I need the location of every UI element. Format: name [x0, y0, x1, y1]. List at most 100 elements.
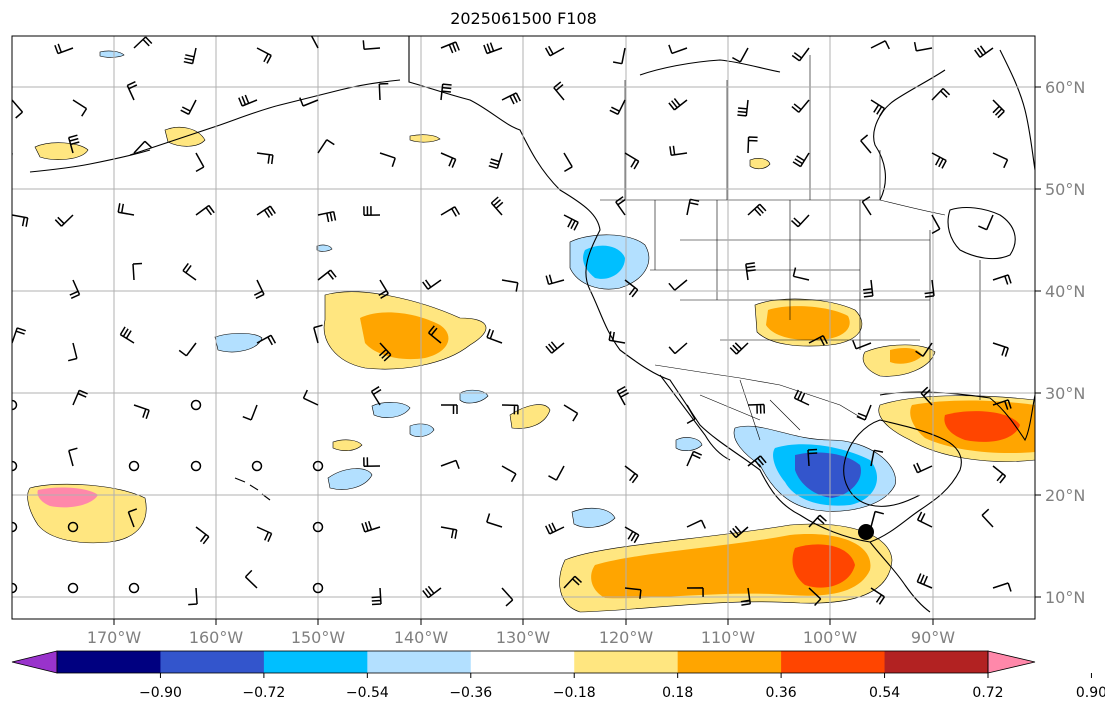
positive-anomaly-region [944, 411, 1020, 442]
wind-barb [422, 585, 442, 599]
shaded-anomaly-field [27, 50, 1035, 613]
wind-barb [916, 511, 933, 528]
wind-barb [188, 587, 198, 606]
wind-barb [363, 457, 381, 468]
gulf-coastline [843, 419, 946, 507]
wind-barb [178, 342, 197, 357]
wind-barb [133, 36, 153, 49]
wind-barb [913, 462, 933, 474]
wind-barb [117, 203, 135, 216]
colorbar-tick-label: 0.18 [662, 685, 693, 701]
negative-anomaly-region [371, 402, 411, 418]
arctic-coastline [639, 59, 781, 76]
wind-barb [686, 450, 703, 467]
wind-barb [242, 404, 258, 421]
wind-barb [378, 279, 389, 299]
colorbar-tick-label: −0.36 [449, 685, 492, 701]
wind-barb [67, 134, 80, 154]
wind-barb [915, 342, 933, 357]
lon-tick-label: 110°W [701, 628, 756, 647]
wind-barb [195, 526, 210, 545]
political-borders [408, 36, 981, 441]
wind-barb [992, 274, 1012, 285]
wind-barb [624, 465, 639, 484]
wind-barb [371, 587, 382, 606]
wind-barb [126, 81, 138, 101]
wind-barb [913, 41, 933, 52]
wind-barb [916, 573, 933, 589]
wind-barb [615, 196, 626, 216]
negative-anomaly-region [583, 245, 625, 279]
wind-barb [379, 152, 396, 167]
wind-barb [440, 206, 461, 217]
wind-barb [808, 587, 822, 607]
lon-tick-label: 130°W [496, 628, 551, 647]
colorbar-segment [884, 651, 989, 673]
wind-barb [747, 136, 758, 154]
wind-barb [545, 274, 565, 286]
wind-barb [978, 214, 994, 231]
calm-wind-circle [312, 460, 324, 472]
positive-anomaly-region [409, 134, 441, 143]
central-america-coastline [869, 541, 931, 613]
wind-barb [992, 465, 1007, 484]
calm-wind-circle [190, 399, 202, 411]
wind-barb [931, 214, 941, 235]
wind-barb [133, 404, 150, 419]
wind-barb [440, 459, 460, 470]
wind-barb [545, 341, 565, 354]
wind-barb [428, 325, 442, 344]
wind-barb [501, 404, 519, 415]
wind-barb [808, 335, 828, 346]
wind-barb [486, 328, 503, 344]
wind-barb [12, 327, 26, 344]
wind-barb [363, 206, 381, 216]
wind-barb [563, 214, 579, 231]
negative-anomaly-region [327, 468, 373, 490]
wind-barb [299, 97, 319, 107]
positive-anomaly-region [766, 306, 850, 341]
wind-barb [370, 386, 382, 406]
calm-wind-circle [128, 582, 140, 594]
wind-barb [861, 196, 872, 216]
colorbar-tick-label: −0.90 [139, 685, 182, 701]
colorbar-tick-label: −0.72 [242, 685, 285, 701]
wind-barb [863, 279, 874, 298]
wind-barb [808, 514, 827, 528]
positive-anomaly-region [360, 312, 449, 360]
wind-barb [422, 279, 442, 290]
wind-barb [563, 575, 583, 589]
aleutian-coastline [29, 149, 151, 173]
colorbar-segment [574, 651, 679, 673]
wind-barb [302, 389, 319, 406]
colorbar-tick-label: −0.54 [346, 685, 389, 701]
wind-barb [317, 210, 337, 223]
wind-barb [686, 519, 706, 529]
wind-barb [992, 399, 1012, 410]
wind-barb [378, 342, 392, 362]
colorbar-tick-label: 0.36 [766, 685, 797, 701]
calm-wind-circle [312, 582, 324, 594]
wind-barb [440, 83, 452, 101]
colorbar-segment [263, 651, 368, 673]
colorbar-outline [56, 650, 989, 674]
wind-barb [440, 526, 458, 539]
wind-barb [931, 152, 947, 169]
wind-barb [195, 204, 215, 216]
negative-anomaly-region [571, 507, 616, 528]
latitude-axis: 60°N 50°N 40°N 30°N 20°N 10°N [1035, 78, 1085, 607]
wind-barb [361, 520, 381, 533]
wind-barb [624, 587, 642, 599]
wind-barb [501, 587, 514, 607]
wind-barb [974, 45, 994, 58]
storm-marker [858, 524, 874, 540]
wind-barb [747, 455, 767, 468]
wind-barb [792, 267, 810, 281]
wind-barb [501, 465, 517, 483]
calm-wind-circle [190, 460, 202, 472]
wind-barb [68, 447, 78, 467]
wind-barb [69, 279, 81, 299]
canada-province-border [624, 55, 881, 200]
wind-barb [440, 152, 457, 168]
wind-barb [870, 510, 884, 528]
